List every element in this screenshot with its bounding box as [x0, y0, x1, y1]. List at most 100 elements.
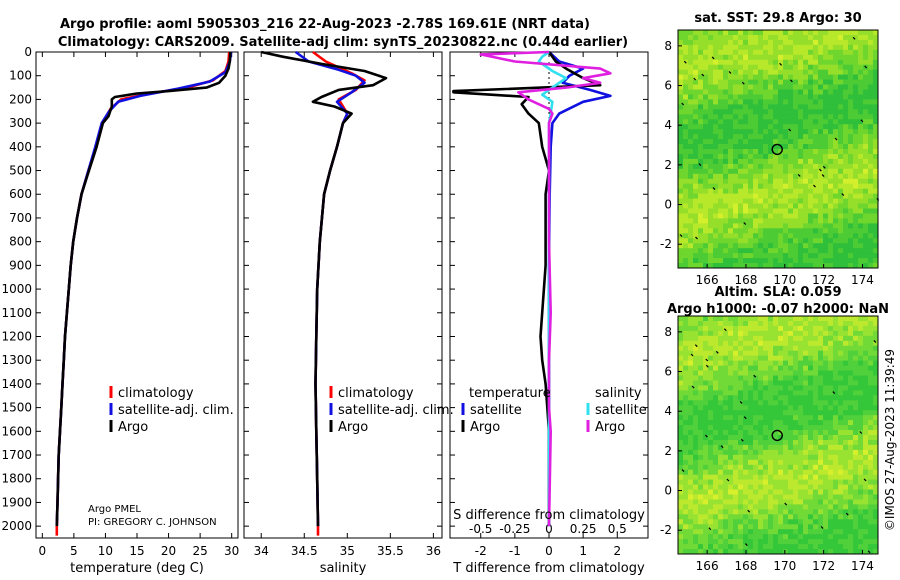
map-cell	[713, 464, 719, 471]
map-cell	[828, 519, 834, 525]
map-cell	[723, 218, 729, 224]
map-cell	[863, 440, 869, 446]
map-cell	[683, 539, 689, 545]
map-cell	[698, 325, 704, 332]
map-cell	[873, 163, 879, 170]
map-cell	[698, 479, 704, 485]
map-cell	[733, 104, 739, 110]
map-cell	[828, 444, 834, 451]
map-cell	[873, 203, 879, 209]
map-cell	[858, 158, 864, 165]
map-cell	[853, 193, 859, 199]
map-cell	[713, 233, 719, 239]
map-cell	[708, 228, 714, 234]
map-cell	[748, 464, 754, 471]
map-cell	[813, 549, 819, 555]
map-cell	[778, 529, 784, 535]
map-cell	[783, 494, 789, 500]
map-cell	[703, 484, 709, 490]
map-cell	[698, 39, 704, 46]
map-cell	[818, 183, 824, 190]
map-cell	[803, 360, 809, 366]
map-cell	[698, 430, 704, 436]
map-cell	[778, 350, 784, 357]
map-cell	[768, 198, 774, 204]
map-cell	[768, 340, 774, 347]
map-cell	[823, 444, 829, 451]
map-cell	[678, 144, 684, 150]
map-cell	[783, 529, 789, 535]
map-cell	[858, 69, 864, 76]
map-cell	[793, 183, 799, 190]
map-cell	[748, 258, 754, 264]
map-cell	[693, 263, 699, 269]
map-cell	[758, 519, 764, 525]
map-cell	[808, 163, 814, 170]
map-cell	[858, 238, 864, 244]
map-cell	[813, 385, 819, 391]
map-cell	[843, 119, 849, 125]
map-cell	[858, 149, 864, 155]
map-cell	[858, 370, 864, 376]
map-cell	[788, 380, 794, 386]
map-cell	[798, 198, 804, 204]
map-cell	[703, 263, 709, 269]
map-cell	[873, 228, 879, 234]
map-cell	[833, 253, 839, 259]
map-cell	[698, 129, 704, 135]
map-cell	[798, 243, 804, 249]
map-cell	[868, 208, 874, 214]
map-cell	[863, 405, 869, 411]
map-cell	[853, 168, 859, 175]
map-cell	[808, 534, 814, 540]
map-cell	[728, 479, 734, 485]
map-cell	[698, 330, 704, 337]
map-cell	[773, 59, 779, 66]
map-cell	[718, 233, 724, 239]
map-cell	[798, 534, 804, 540]
map-cell	[853, 119, 859, 125]
map-cell	[873, 139, 879, 145]
map-cell	[733, 258, 739, 264]
map-cell	[688, 208, 694, 214]
map-cell	[768, 335, 774, 342]
map-cell	[778, 469, 784, 476]
map-cell	[713, 539, 719, 545]
map-cell	[703, 410, 709, 416]
map-cell	[863, 188, 869, 195]
map-cell	[833, 193, 839, 199]
map-cell	[718, 238, 724, 244]
map-cell	[788, 330, 794, 337]
map-cell	[783, 489, 789, 495]
map-cell	[823, 494, 829, 500]
map-cell	[748, 405, 754, 411]
legend-temperature-title: temperature	[469, 386, 551, 401]
map-cell	[778, 390, 784, 396]
map-cell	[738, 238, 744, 244]
map-cell	[688, 544, 694, 550]
map-cell	[873, 89, 879, 95]
map-cell	[863, 109, 869, 115]
map-cell	[873, 233, 879, 239]
map-cell	[818, 154, 824, 160]
map-cell	[773, 529, 779, 535]
map-cell	[723, 444, 729, 451]
map-cell	[873, 158, 879, 165]
map-cell	[718, 330, 724, 337]
map-cell	[763, 360, 769, 366]
map-cell	[708, 464, 714, 471]
map-cell	[728, 144, 734, 150]
map-cell	[728, 449, 734, 456]
map-cell	[753, 149, 759, 155]
map-cell	[778, 549, 784, 555]
map-cell	[748, 420, 754, 426]
island-mark	[797, 173, 801, 177]
map-cell	[818, 509, 824, 515]
map-cell	[793, 370, 799, 376]
map-cell	[728, 539, 734, 545]
map-cell	[873, 79, 879, 85]
map-cell	[793, 514, 799, 520]
map-cell	[798, 321, 804, 327]
map-cell	[838, 44, 844, 51]
map-cell	[843, 494, 849, 500]
